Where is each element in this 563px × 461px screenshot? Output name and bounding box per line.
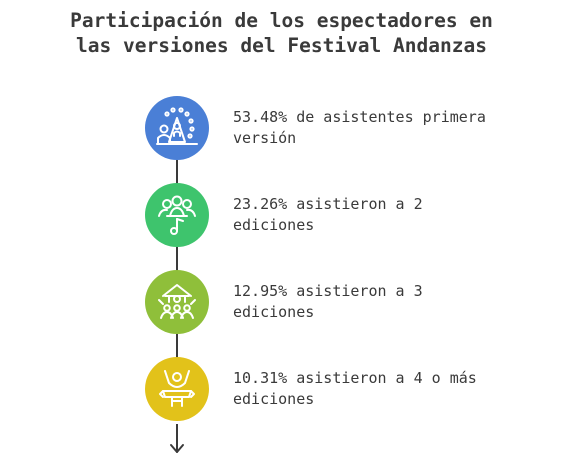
step-2-text-line-2: ediciones bbox=[233, 216, 315, 234]
step-3-text-line-2: ediciones bbox=[233, 303, 315, 321]
step-4-text-line-1: 10.31% asistieron a 4 o más bbox=[233, 369, 477, 387]
step-3-label: 12.95% asistieron a 3 ediciones bbox=[233, 281, 553, 323]
step-2-text-line-1: 23.26% asistieron a 2 bbox=[233, 195, 423, 213]
step-4-label: 10.31% asistieron a 4 o más ediciones bbox=[233, 368, 553, 410]
step-1-circle bbox=[145, 96, 209, 160]
group-music-note-icon bbox=[158, 195, 196, 235]
step-4-text-line-2: ediciones bbox=[233, 390, 315, 408]
step-1-text-line-1: 53.48% de asistentes primera bbox=[233, 108, 486, 126]
title-line-2: las versiones del Festival Andanzas bbox=[76, 34, 487, 57]
connector-line-2 bbox=[176, 247, 178, 271]
connector-line-3 bbox=[176, 334, 178, 358]
step-2-label: 23.26% asistieron a 2 ediciones bbox=[233, 194, 553, 236]
celebrating-person-icon bbox=[159, 370, 195, 407]
step-2-circle bbox=[145, 183, 209, 247]
step-4-circle bbox=[145, 357, 209, 421]
step-3-circle bbox=[145, 270, 209, 334]
step-1-label: 53.48% de asistentes primera versión bbox=[233, 107, 553, 149]
connector-line-1 bbox=[176, 160, 178, 184]
step-3-text-line-1: 12.95% asistieron a 3 bbox=[233, 282, 423, 300]
audience-stage-icon bbox=[156, 107, 198, 145]
step-1-text-line-2: versión bbox=[233, 129, 297, 147]
arrow-down-icon bbox=[170, 424, 184, 453]
diagram-title: Participación de los espectadores en las… bbox=[0, 8, 563, 58]
title-line-1: Participación de los espectadores en bbox=[70, 9, 493, 32]
crowd-tent-icon bbox=[158, 284, 196, 319]
